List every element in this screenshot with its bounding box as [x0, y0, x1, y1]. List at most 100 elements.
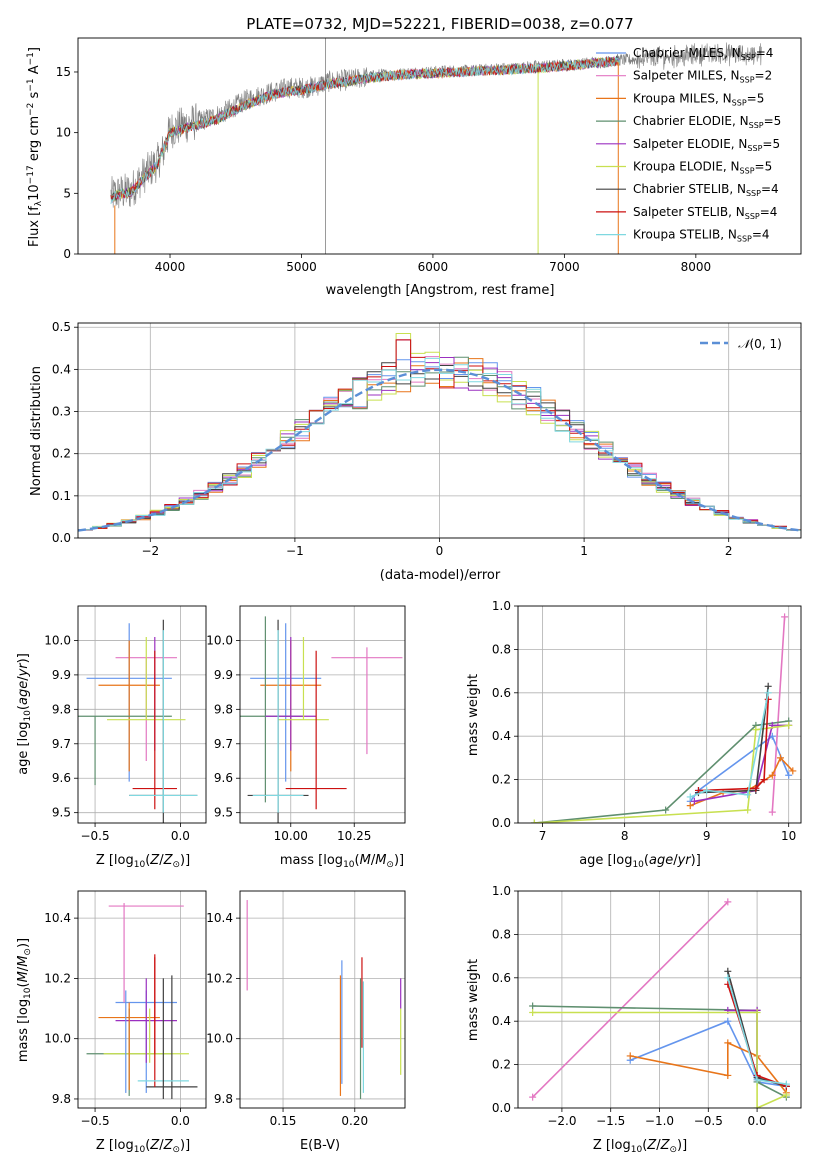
wZ-ylabel: mass weight — [466, 959, 481, 1041]
y-tick-label: 9.7 — [52, 737, 71, 751]
weight-line-5 — [534, 724, 789, 823]
axes-frame — [77, 37, 802, 255]
x-tick-label: 7 — [539, 829, 547, 843]
y-tick-label: 10.2 — [206, 971, 233, 985]
plot-area — [518, 606, 801, 823]
weight-marker — [785, 721, 793, 729]
weight-marker — [694, 786, 702, 794]
weight-marker — [753, 1104, 761, 1108]
wAge-xlabel: age [log10(age/yr)] — [579, 853, 701, 870]
y-tick-label: 9.7 — [214, 737, 233, 751]
x-tick-label: 0.0 — [171, 1114, 190, 1128]
axes-frame — [517, 890, 802, 1109]
plot-area — [240, 606, 405, 823]
x-tick-label: 0.15 — [270, 1114, 297, 1128]
age-vs-metallicity-panel: −0.5 0.0 9.5 9.6 9.7 9.8 9.9 10.0 — [44, 605, 207, 843]
ageZ-xlabel: Z [log10(Z/Z⊙)] — [96, 853, 190, 870]
weight-marker — [764, 695, 772, 703]
weight-marker — [529, 1002, 537, 1010]
weight-marker — [782, 1091, 790, 1099]
y-tick-label: 0.2 — [492, 1058, 511, 1072]
x-tick-label: −0.5 — [80, 1114, 109, 1128]
y-tick-label: 0.0 — [52, 531, 71, 545]
y-tick-label: 10.4 — [206, 911, 233, 925]
weight-line-1 — [532, 901, 729, 1098]
ageZ-ylabel: age [log10(age/yr)] — [16, 653, 33, 775]
weight-marker — [690, 797, 698, 805]
y-tick-label: 0.4 — [492, 729, 511, 743]
weight-marker — [753, 1009, 761, 1017]
y-tick-label: 5 — [63, 186, 71, 200]
y-tick-label: 10.4 — [44, 911, 71, 925]
histogram-ylabel: Normed distribution — [29, 366, 44, 496]
weight-marker — [724, 1071, 732, 1079]
y-tick-label: 9.8 — [214, 702, 233, 716]
legend-label-1: Salpeter MILES, NSSP=2 — [633, 69, 772, 85]
weight-marker — [686, 802, 694, 810]
weight-line-1 — [771, 616, 786, 813]
x-tick-label: −2.0 — [547, 1114, 576, 1128]
weight-line-8 — [690, 692, 769, 798]
y-tick-label: 10.2 — [44, 971, 71, 985]
weight-marker — [529, 1009, 537, 1017]
x-tick-label: 8000 — [681, 260, 712, 274]
weight-marker — [626, 1052, 634, 1060]
x-tick-label: 5000 — [286, 260, 317, 274]
x-tick-label: 8 — [621, 829, 629, 843]
legend-label-gaussian: 𝒩(0, 1) — [738, 337, 782, 351]
spectrum-panel: 4000 5000 6000 7000 8000 0 5 10 15 Chabrier MILES… — [56, 37, 802, 274]
y-tick-label: 10.0 — [44, 1032, 71, 1046]
weight-line-2 — [690, 756, 794, 807]
plot-area — [78, 606, 206, 823]
weight-marker — [764, 689, 772, 697]
weight-marker — [760, 776, 768, 784]
weight-line-6 — [698, 686, 769, 794]
weight-marker — [724, 1017, 732, 1025]
weight-marker — [744, 806, 752, 814]
legend-label-0: Chabrier MILES, NSSP=4 — [633, 46, 773, 62]
x-tick-label: 7000 — [549, 260, 580, 274]
gaussian-curve — [78, 368, 801, 532]
spectrum-ylabel: Flux [fλ10−17 erg cm−2 s−1 A−1] — [26, 47, 44, 247]
legend-label-7: Salpeter STELIB, NSSP=4 — [633, 205, 777, 221]
weight-marker — [776, 754, 784, 762]
weight-marker — [724, 967, 732, 975]
x-tick-label: 0 — [436, 544, 444, 558]
histogram-xlabel: (data-model)/error — [380, 568, 501, 583]
y-tick-label: 10 — [56, 126, 71, 140]
x-tick-label: −1.0 — [645, 1114, 674, 1128]
mass-vs-metallicity-panel: −0.5 0.0 9.8 10.0 10.2 10.4 — [44, 890, 207, 1128]
model-spectrum-8 — [110, 56, 620, 205]
weight-line-5 — [532, 1011, 787, 1108]
wZ-xlabel: Z [log10(Z/Z⊙)] — [593, 1138, 687, 1155]
x-tick-label: −0.5 — [694, 1114, 723, 1128]
y-tick-label: 0.8 — [492, 927, 511, 941]
x-tick-label: 4000 — [155, 260, 186, 274]
weight-line-7 — [698, 699, 769, 792]
plot-area — [78, 891, 206, 1108]
x-tick-label: 0.0 — [748, 1114, 767, 1128]
mE-xlabel: E(B-V) — [300, 1138, 340, 1153]
axes-frame — [77, 890, 207, 1109]
y-tick-label: 0.2 — [52, 447, 71, 461]
y-tick-label: 0.5 — [52, 320, 71, 334]
weight-marker — [785, 771, 793, 779]
weight-marker — [752, 726, 760, 734]
weight-marker — [764, 682, 772, 690]
spectrum-legend: Chabrier MILES, NSSP=4 Salpeter MILES, NS… — [596, 46, 781, 244]
mZ-xlabel: Z [log10(Z/Z⊙)] — [96, 1138, 190, 1155]
legend-label-3: Chabrier ELODIE, NSSP=5 — [633, 114, 781, 130]
plot-area — [78, 323, 801, 538]
x-tick-label: 0.0 — [171, 829, 190, 843]
x-tick-label: 10.00 — [274, 829, 308, 843]
weight-marker — [703, 786, 711, 794]
plot-area — [518, 891, 801, 1108]
y-tick-label: 9.5 — [214, 806, 233, 820]
y-tick-label: 0.2 — [492, 773, 511, 787]
y-tick-label: 1.0 — [492, 599, 511, 613]
y-tick-label: 0.0 — [492, 816, 511, 830]
legend-label-4: Salpeter ELODIE, NSSP=5 — [633, 137, 780, 153]
x-tick-label: 1 — [580, 544, 588, 558]
y-tick-label: 0.3 — [52, 405, 71, 419]
